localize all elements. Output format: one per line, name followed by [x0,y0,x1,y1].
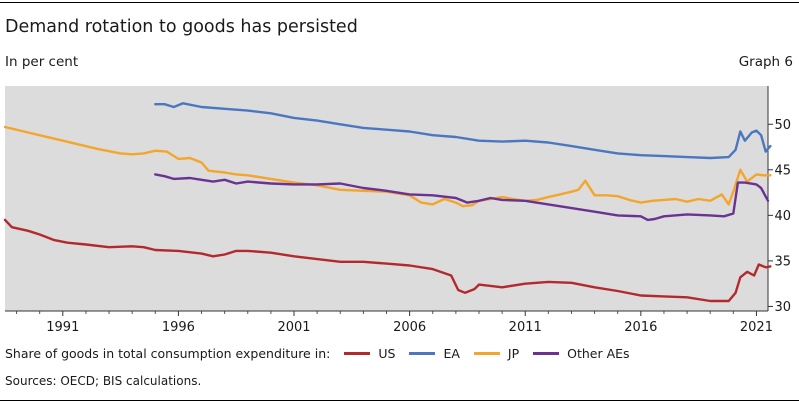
plot-background [5,86,768,311]
legend-item-jp: JP [473,346,520,361]
legend-item-other-aes: Other AEs [533,346,630,361]
legend-item-ea: EA [409,346,460,361]
y-tick-label: 45 [774,163,791,178]
legend-label-us: US [378,346,396,361]
series-line-other-aes [154,173,770,222]
legend-label-ea: EA [443,346,460,361]
graph-number: Graph 6 [738,54,793,70]
bottom-rule [0,400,799,401]
y-tick-label: 30 [774,300,791,315]
x-tick-label: 1991 [46,320,79,335]
legend-swatch-jp [473,352,500,355]
y-tick-label: 40 [774,209,791,224]
x-tick-label: 2001 [277,320,310,335]
legend-label-other-aes: Other AEs [567,346,630,361]
y-tick-label: 35 [774,254,791,269]
x-tick-label: 2016 [624,320,657,335]
x-tick-label: 2011 [509,320,542,335]
y-tick-label: 50 [774,118,791,133]
source-note: Sources: OECD; BIS calculations. [5,374,202,388]
legend-label-jp: JP [507,346,520,361]
line-chart: 30 35 40 45 50 1991 1996 2001 2006 2011 2016 2021 [3,86,791,335]
legend: Share of goods in total consumption expe… [5,346,630,361]
x-tick-label: 2021 [740,320,773,335]
top-rule [0,2,799,3]
legend-swatch-other-aes [533,352,560,355]
legend-swatch-us [344,352,371,355]
legend-item-us: US [344,346,395,361]
chart-subtitle: In per cent [5,54,79,70]
x-tick-label: 1996 [162,320,195,335]
series-line-jp [3,125,772,208]
chart-title: Demand rotation to goods has persisted [5,17,358,37]
series-line-us [3,218,772,303]
x-tick-label: 2006 [393,320,426,335]
legend-swatch-ea [409,352,436,355]
series-line-ea [154,102,772,160]
legend-prefix: Share of goods in total consumption expe… [5,346,331,361]
